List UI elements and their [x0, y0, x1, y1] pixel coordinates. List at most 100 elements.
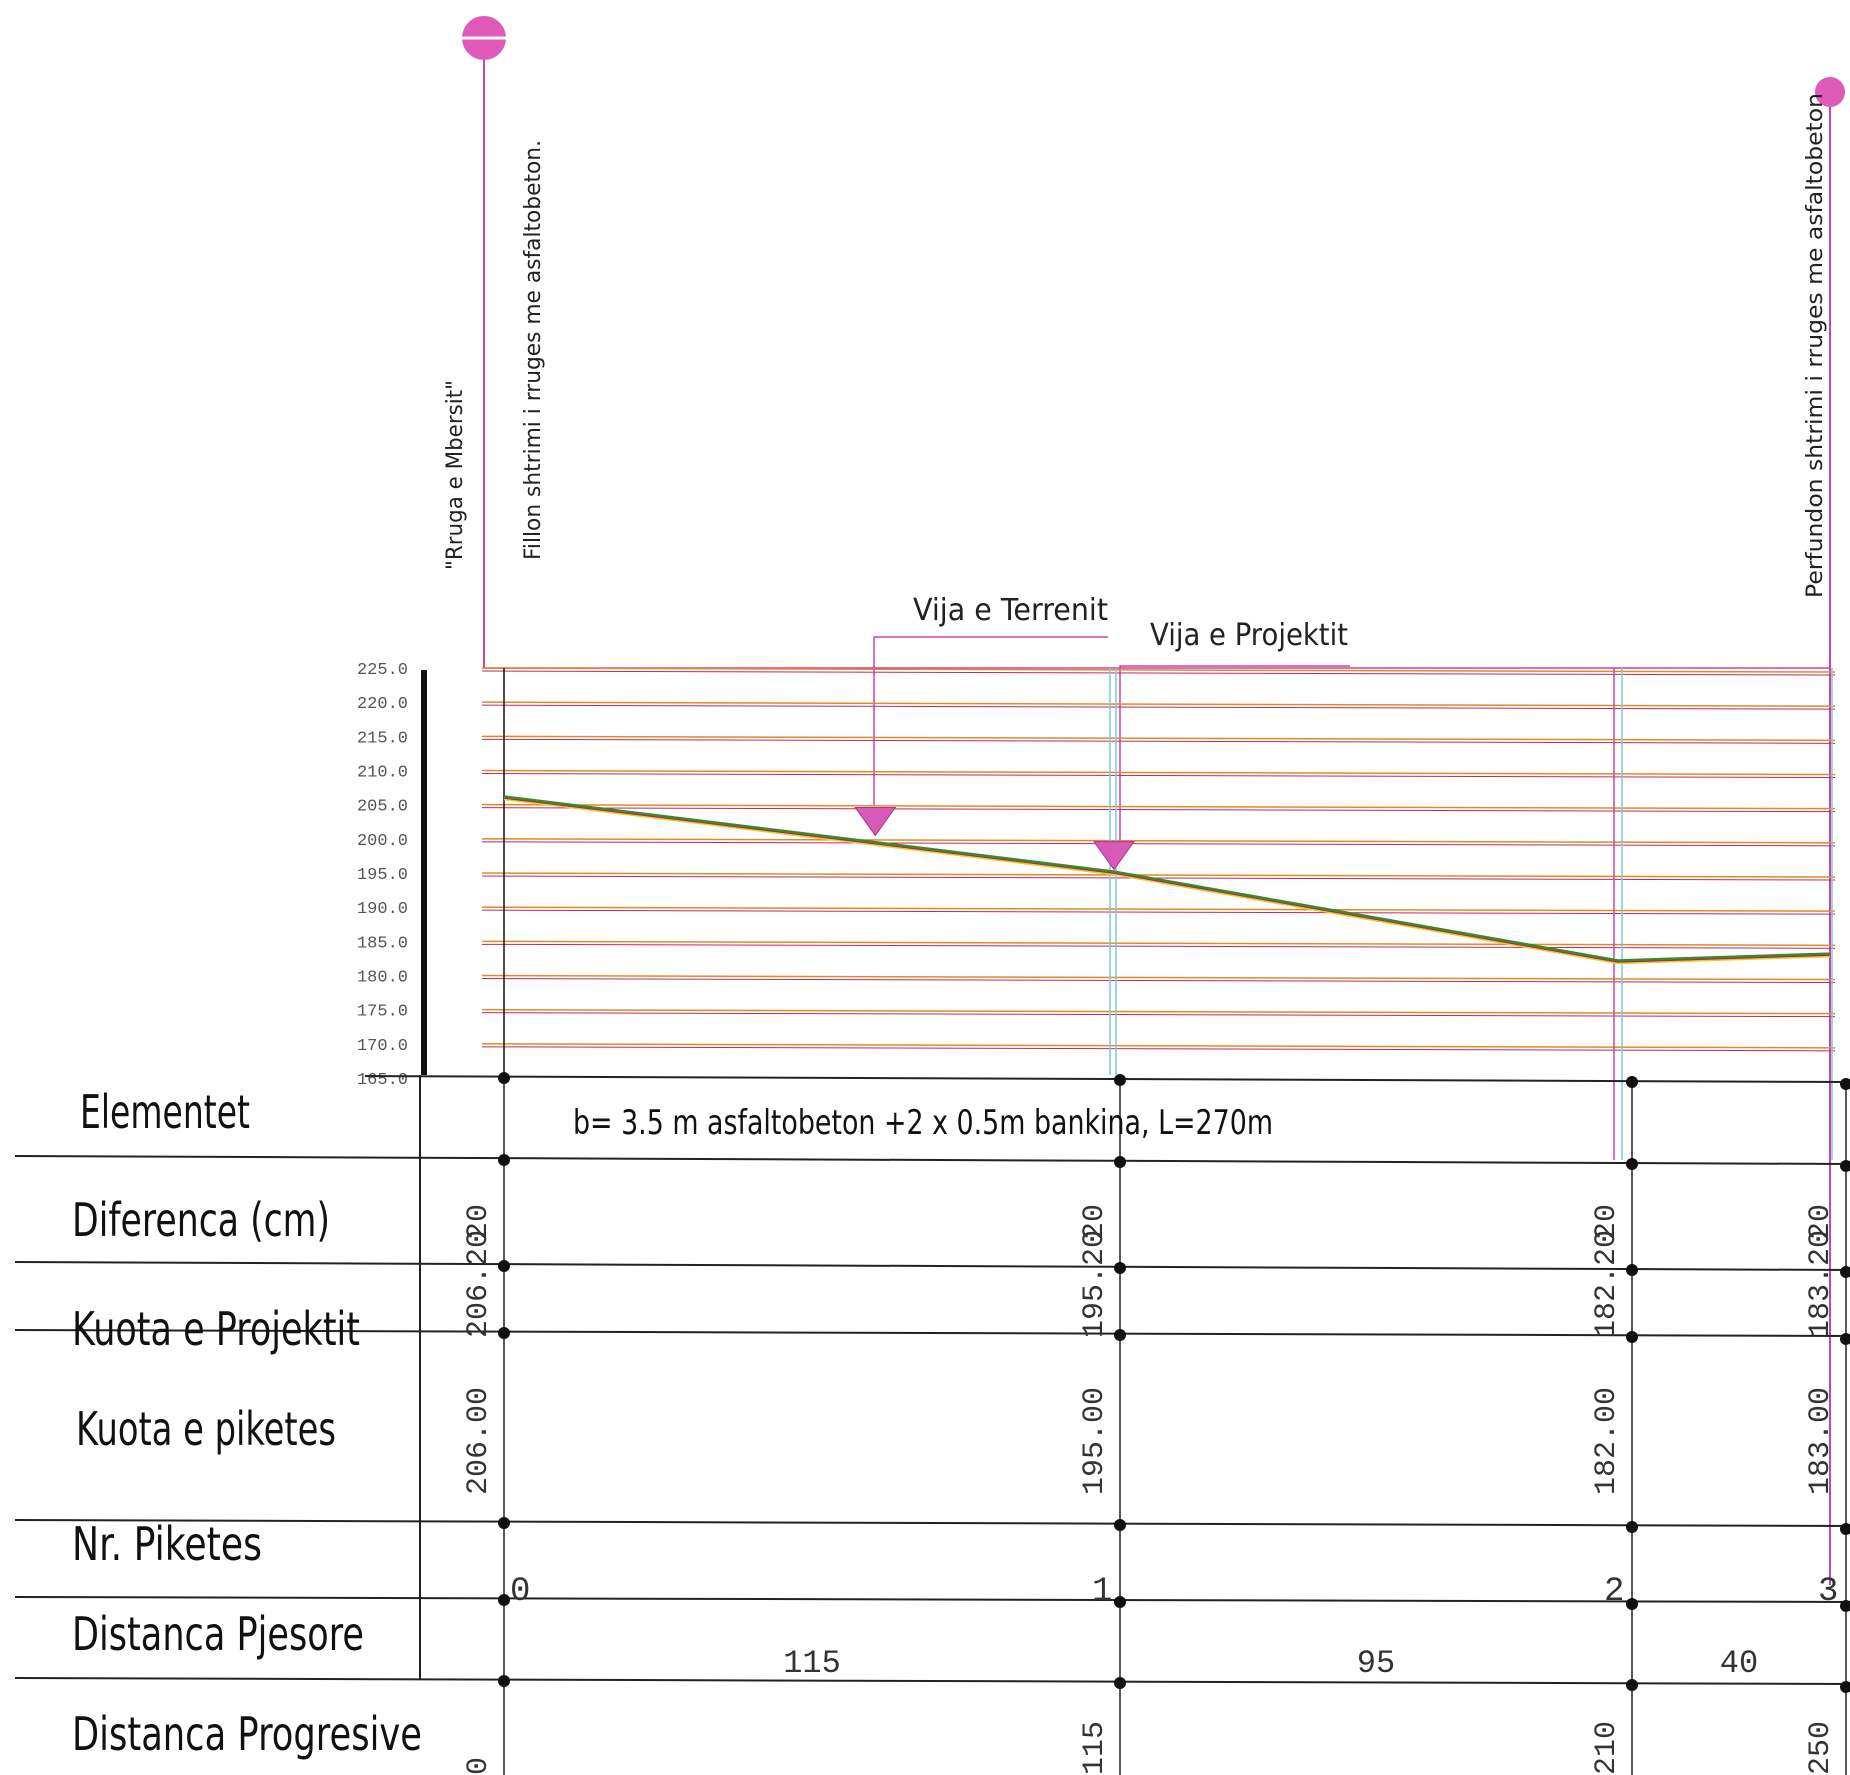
elevation-marker-0 — [854, 806, 897, 837]
grid-line-sub-215.0 — [481, 738, 1836, 744]
row-label-nr-piketes: Nr. Piketes — [72, 1517, 262, 1571]
profile-table: Elementet Diferenca (cm) Kuota e Projekt… — [14, 1072, 1850, 1775]
y-tick-label: 220.0 — [357, 695, 408, 714]
y-tick-label: 185.0 — [357, 934, 408, 953]
row-label-distanca-pjesore: Distanca Pjesore — [72, 1607, 364, 1661]
grid-line-sub-225.0 — [481, 670, 1836, 676]
table-dot-0-5 — [498, 1594, 510, 1606]
grid-line-195.0 — [481, 872, 1836, 878]
project-callout: Vija e Projektit — [1119, 618, 1350, 840]
table-dot-3-1 — [1840, 1160, 1850, 1172]
row-label-kuota-piketes: Kuota e piketes — [76, 1402, 336, 1456]
elevation-axis: 225.0 220.0 215.0 210.0 205.0 200.0 195.0 190.0… — [357, 661, 408, 1090]
grid-line-180.0 — [481, 974, 1836, 981]
row-line-5 — [14, 1596, 1850, 1603]
table-dot-3-5 — [1840, 1600, 1850, 1612]
y-tick-label: 180.0 — [357, 969, 408, 988]
project-level-value: 206.20 — [462, 1230, 496, 1338]
grid-line-sub-200.0 — [481, 841, 1836, 847]
table-dot-0-6 — [498, 1675, 510, 1687]
elements-description: b= 3.5 m asfaltobeton +2 x 0.5m bankina,… — [573, 1103, 1273, 1143]
grid-line-205.0 — [481, 803, 1836, 810]
grid-line-sub-220.0 — [481, 704, 1836, 710]
table-dot-1-5 — [1114, 1596, 1126, 1608]
grid-line-170.0 — [481, 1043, 1836, 1049]
row-label-diferenca: Diferenca (cm) — [72, 1193, 330, 1247]
table-dot-3-6 — [1840, 1681, 1850, 1693]
y-tick-label: 195.0 — [357, 866, 408, 885]
partial-distance-value: 115 — [783, 1645, 841, 1682]
table-dot-1-3 — [1114, 1329, 1126, 1341]
project-level-value: 183.20 — [1804, 1230, 1838, 1338]
table-dot-2-6 — [1626, 1679, 1638, 1691]
table-dot-0-2 — [498, 1260, 510, 1272]
grid-line-215.0 — [481, 735, 1836, 742]
grid-line-sub-205.0 — [481, 807, 1836, 813]
table-dot-1-0 — [1114, 1074, 1126, 1086]
table-values: 20206.20206.000020195.20195.00111520182.… — [462, 1204, 1838, 1775]
station-number: 2 — [1604, 1573, 1624, 1611]
terrain-callout: Vija e Terrenit — [873, 593, 1108, 805]
y-tick-label: 175.0 — [357, 1003, 408, 1022]
difference-value: 20 — [1590, 1204, 1624, 1240]
partial-distance-value: 95 — [1357, 1645, 1395, 1682]
progressive-distance-value: 0 — [462, 1757, 496, 1775]
y-tick-label: 215.0 — [357, 729, 408, 748]
table-axis-line — [364, 1075, 1850, 1083]
grid-line-200.0 — [481, 838, 1836, 844]
difference-value: 20 — [462, 1204, 496, 1240]
difference-value: 20 — [1078, 1204, 1112, 1240]
grid-line-225.0 — [481, 667, 1836, 673]
y-tick-label: 210.0 — [357, 764, 408, 783]
profile-series — [503, 795, 1831, 965]
table-dot-2-3 — [1626, 1331, 1638, 1343]
table-intersection-dots — [498, 1072, 1850, 1693]
station-number: 1 — [1092, 1573, 1112, 1611]
table-dot-2-1 — [1626, 1158, 1638, 1170]
end-note-label: Perfundon shtrimi i rruges me asfaltobet… — [1803, 93, 1828, 598]
grid-line-sub-210.0 — [481, 773, 1836, 778]
profile-markers — [854, 806, 1135, 871]
table-dot-2-4 — [1626, 1521, 1638, 1533]
y-tick-label: 200.0 — [357, 832, 408, 851]
table-dot-3-4 — [1840, 1523, 1850, 1535]
table-dot-0-1 — [498, 1154, 510, 1166]
partial-distance-value: 40 — [1720, 1645, 1758, 1682]
progressive-distance-value: 210 — [1590, 1721, 1624, 1775]
grid-line-190.0 — [481, 906, 1836, 912]
table-dot-3-0 — [1840, 1078, 1850, 1090]
station-number: 3 — [1818, 1573, 1838, 1611]
grid-line-210.0 — [481, 769, 1836, 776]
table-dot-2-0 — [1626, 1076, 1638, 1088]
difference-value: 20 — [1804, 1204, 1838, 1240]
grid-line-sub-175.0 — [481, 1012, 1836, 1018]
progressive-distance-value: 250 — [1804, 1721, 1838, 1775]
table-dot-1-6 — [1114, 1677, 1126, 1689]
table-dot-0-3 — [498, 1327, 510, 1339]
table-dot-3-2 — [1840, 1266, 1850, 1278]
row-label-elementet: Elementet — [80, 1085, 250, 1139]
grid-line-sub-190.0 — [481, 909, 1836, 915]
table-dot-2-5 — [1626, 1598, 1638, 1610]
start-marker — [462, 16, 1830, 669]
grid-line-sub-195.0 — [481, 875, 1836, 881]
row-label-kuota-projektit: Kuota e Projektit — [72, 1302, 360, 1356]
station-level-value: 182.00 — [1590, 1387, 1624, 1495]
project-level-value: 182.20 — [1590, 1230, 1624, 1338]
grid-line-220.0 — [481, 701, 1836, 707]
table-dot-0-4 — [498, 1517, 510, 1529]
series-line-0 — [503, 796, 1831, 964]
grid-line-185.0 — [481, 940, 1836, 947]
grid-line-sub-170.0 — [481, 1046, 1836, 1052]
y-tick-label: 170.0 — [357, 1037, 408, 1056]
elevation-grid — [481, 667, 1836, 1052]
project-callout-label: Vija e Projektit — [1150, 618, 1348, 653]
station-level-value: 195.00 — [1078, 1387, 1112, 1495]
table-dot-1-1 — [1114, 1156, 1126, 1168]
profile-plot: 225.0 220.0 215.0 210.0 205.0 200.0 195.0 190.0… — [357, 661, 1836, 1160]
grid-line-sub-180.0 — [481, 978, 1836, 983]
table-dot-2-2 — [1626, 1264, 1638, 1276]
row-line-2 — [14, 1261, 1850, 1271]
station-number: 0 — [510, 1573, 530, 1611]
y-tick-label: 165.0 — [357, 1071, 408, 1090]
